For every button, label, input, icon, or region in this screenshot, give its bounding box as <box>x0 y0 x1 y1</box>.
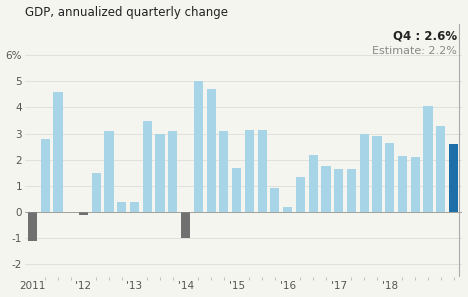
Bar <box>92 173 101 212</box>
Bar <box>449 144 458 212</box>
Bar <box>28 212 37 241</box>
Bar <box>296 177 305 212</box>
Bar <box>117 202 126 212</box>
Bar <box>424 106 432 212</box>
Bar <box>436 126 446 212</box>
Bar <box>334 169 344 212</box>
Bar <box>271 189 279 212</box>
Bar <box>385 143 395 212</box>
Bar <box>308 154 318 212</box>
Bar <box>79 212 88 215</box>
Bar <box>53 92 63 212</box>
Text: GDP, annualized quarterly change: GDP, annualized quarterly change <box>25 6 228 18</box>
Text: Q4 : 2.6%: Q4 : 2.6% <box>393 29 457 42</box>
Bar <box>257 130 267 212</box>
Bar <box>359 134 369 212</box>
Bar <box>194 81 203 212</box>
Bar <box>206 89 216 212</box>
Bar <box>232 168 241 212</box>
Bar <box>104 131 114 212</box>
Bar <box>373 136 381 212</box>
Text: Estimate: 2.2%: Estimate: 2.2% <box>372 46 457 56</box>
Bar <box>130 202 139 212</box>
Bar <box>41 139 50 212</box>
Bar <box>347 169 356 212</box>
Bar <box>410 157 420 212</box>
Bar <box>322 166 330 212</box>
Bar <box>245 130 254 212</box>
Bar <box>143 121 152 212</box>
Bar <box>155 134 165 212</box>
Bar <box>219 131 228 212</box>
Bar <box>283 207 292 212</box>
Bar <box>168 131 177 212</box>
Bar <box>398 156 407 212</box>
Bar <box>181 212 190 238</box>
